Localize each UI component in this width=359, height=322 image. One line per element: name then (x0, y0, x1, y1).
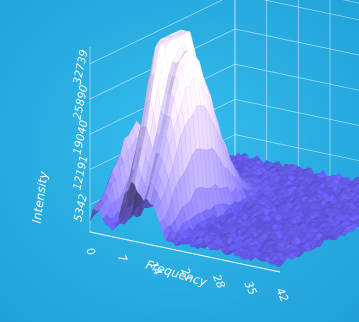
surface-patch (276, 260, 285, 267)
x-tick-label: 42 (273, 286, 291, 304)
x-tick-label: 14 (147, 259, 165, 277)
x-tick-label: 21 (178, 266, 196, 284)
x-axis-line (89, 231, 281, 273)
axes (89, 231, 281, 273)
x-tick-label: 28 (210, 272, 228, 290)
x-tick-label: 35 (242, 279, 260, 297)
x-tick-label: 7 (115, 252, 130, 264)
grid-line (89, 0, 223, 65)
surface (89, 29, 359, 267)
y-tick-label: 5342 (71, 193, 90, 223)
x-tick-label: 0 (83, 246, 98, 258)
